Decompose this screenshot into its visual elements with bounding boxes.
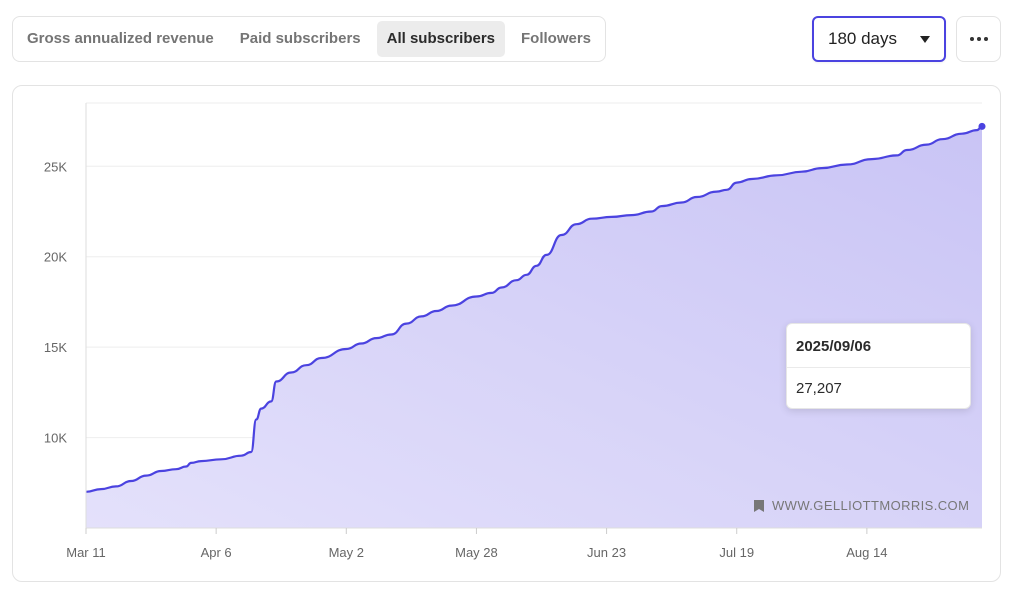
x-tick-label: Jun 23 bbox=[587, 545, 626, 560]
tab-paid-subscribers[interactable]: Paid subscribers bbox=[239, 30, 361, 47]
more-options-button[interactable] bbox=[956, 16, 1001, 62]
x-tick-label: Mar 11 bbox=[66, 545, 106, 560]
metric-tabs: Gross annualized revenue Paid subscriber… bbox=[12, 16, 607, 62]
x-tick-label: Apr 6 bbox=[201, 545, 232, 560]
tab-followers[interactable]: Followers bbox=[521, 30, 592, 47]
x-tick-label: Aug 14 bbox=[846, 545, 887, 560]
tooltip-value: 27,207 bbox=[796, 380, 842, 397]
watermark-text: WWW.GELLIOTTMORRIS.COM bbox=[772, 498, 970, 513]
tab-gross-annualized-revenue[interactable]: Gross annualized revenue bbox=[27, 30, 214, 47]
chart-card: 10K 15K 20K 25K Mar 11 Apr 6 May 2 May 28 Jun 23… bbox=[12, 85, 1001, 582]
watermark: WWW.GELLIOTTMORRIS.COM bbox=[754, 498, 969, 513]
x-tick-label: May 28 bbox=[455, 545, 498, 560]
date-range-value: 180 days bbox=[828, 29, 897, 48]
y-tick-label: 10K bbox=[44, 431, 67, 446]
chart-tooltip: 2025/09/06 27,207 bbox=[786, 323, 971, 409]
bookmark-icon bbox=[754, 499, 764, 512]
subscribers-chart[interactable]: 10K 15K 20K 25K Mar 11 Apr 6 May 2 May 28 Jun 23… bbox=[13, 86, 1000, 581]
y-tick-label: 25K bbox=[44, 159, 67, 174]
y-tick-label: 20K bbox=[44, 250, 67, 265]
series-line bbox=[85, 125, 983, 493]
highlight-point bbox=[978, 122, 986, 130]
y-tick-label: 15K bbox=[44, 340, 67, 355]
x-tick-label: Jul 19 bbox=[719, 545, 754, 560]
tab-all-subscribers[interactable]: All subscribers bbox=[376, 21, 506, 57]
caret-down-icon bbox=[920, 35, 930, 43]
date-range-select[interactable]: 180 days bbox=[812, 16, 946, 62]
x-tick-label: May 2 bbox=[329, 545, 364, 560]
series-area bbox=[86, 126, 982, 529]
more-horizontal-icon bbox=[969, 37, 988, 41]
tooltip-date: 2025/09/06 bbox=[787, 324, 970, 368]
